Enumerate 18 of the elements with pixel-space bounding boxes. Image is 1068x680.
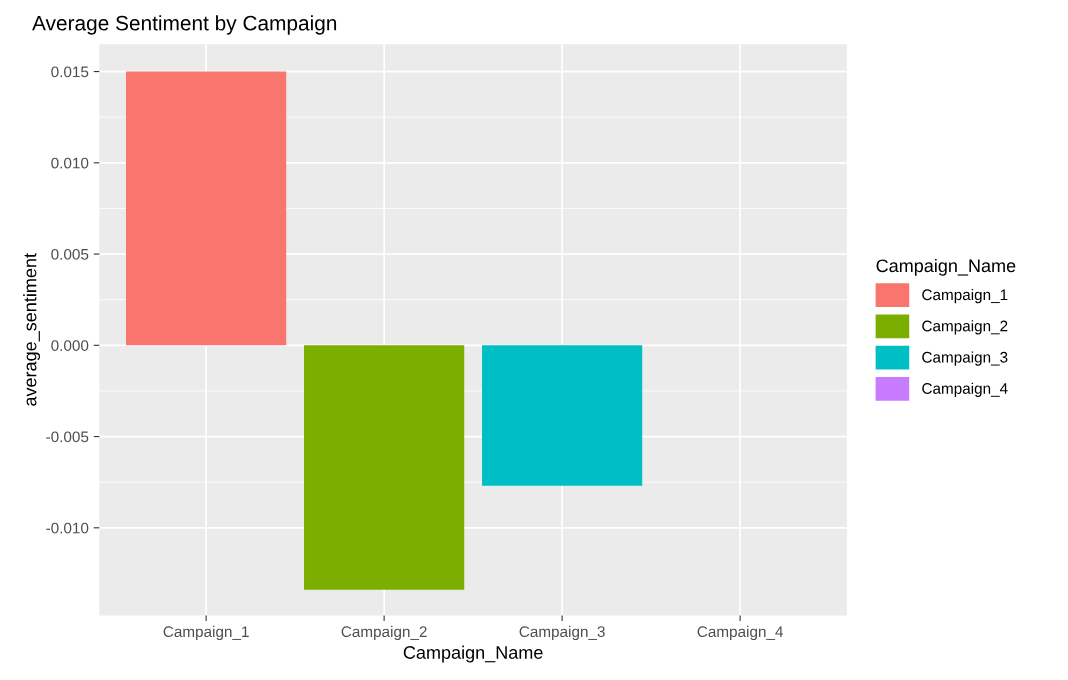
legend-label: Campaign_2 [922, 320, 1008, 335]
y-tick-label: -0.010 [46, 522, 89, 534]
legend-label: Campaign_3 [922, 351, 1008, 366]
x-tick-label: Campaign_2 [341, 625, 427, 641]
legend-label: Campaign_4 [922, 382, 1008, 397]
y-tick-label: -0.005 [46, 431, 89, 443]
chart-title: Average Sentiment by Campaign [32, 15, 337, 35]
x-axis-title: Campaign_Name [403, 645, 543, 663]
x-tick-label: Campaign_3 [519, 625, 605, 641]
legend-title: Campaign_Name [876, 258, 1016, 276]
y-tick-label: 0.015 [51, 66, 89, 78]
y-tick-label: 0.005 [51, 248, 89, 260]
y-axis-title: average_sentiment [23, 253, 41, 406]
x-tick-label: Campaign_1 [163, 625, 249, 641]
x-tick-label: Campaign_4 [697, 625, 783, 641]
legend-label: Campaign_1 [922, 288, 1008, 304]
y-tick-label: 0.000 [51, 340, 89, 351]
y-tick-label: 0.010 [51, 157, 89, 169]
